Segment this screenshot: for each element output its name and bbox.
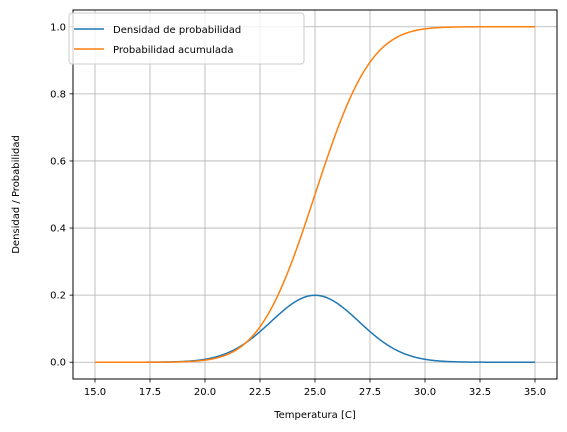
legend-label: Densidad de probabilidad [113,25,241,36]
x-axis-label: Temperatura [C] [273,410,356,421]
y-axis-label: Densidad / Probabilidad [11,135,22,254]
series-line-cumulative [95,26,535,363]
x-tick-label: 22.5 [249,387,271,398]
x-tick-label: 35.0 [524,387,546,398]
ticks: 15.0 17.5 20.0 22.5 25.0 27.5 30.0 32.5 35.0 0.0 0… [50,22,546,398]
y-tick-label: 0.4 [50,224,66,235]
y-tick-label: 0.8 [50,89,66,100]
legend-box [68,12,305,65]
plot-frame [72,9,558,380]
y-tick-label: 1.0 [50,22,66,33]
y-tick-label: 0.6 [50,156,66,167]
series-lines [95,26,535,363]
x-tick-label: 15.0 [84,387,106,398]
legend: Densidad de probabilidad Probabilidad acu… [68,12,305,65]
x-tick-label: 25.0 [304,387,326,398]
y-tick-label: 0.2 [50,291,66,302]
x-tick-label: 32.5 [469,387,491,398]
y-tick-label: 0.0 [50,358,66,369]
legend-label: Probabilidad acumulada [113,45,233,56]
x-tick-label: 17.5 [139,387,161,398]
x-tick-label: 27.5 [359,387,381,398]
x-tick-label: 30.0 [414,387,436,398]
x-tick-label: 20.0 [194,387,216,398]
